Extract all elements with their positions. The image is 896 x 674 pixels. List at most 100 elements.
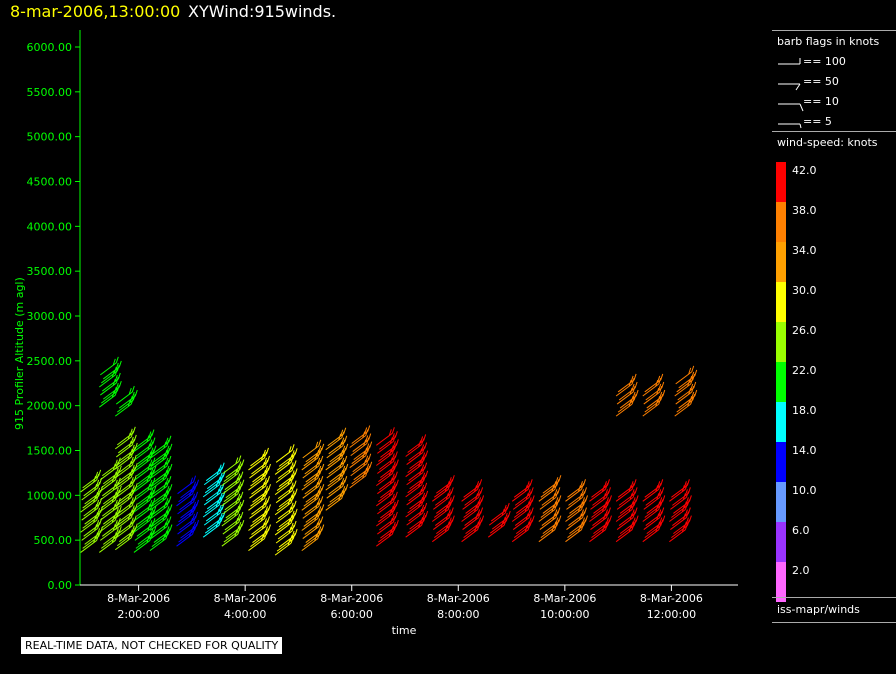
- wind-barb-flag: [241, 459, 245, 466]
- wind-barb-flag: [131, 444, 135, 452]
- wind-barb-flag: [264, 478, 267, 485]
- wind-barb-flag: [368, 433, 372, 440]
- wind-barb-flag: [686, 479, 690, 486]
- wind-barb-flag: [634, 381, 638, 389]
- wind-barb-flag: [580, 481, 583, 488]
- wind-barb-flag: [218, 464, 222, 471]
- wind-barb-flag: [168, 476, 172, 483]
- wind-barb-flag: [394, 511, 398, 519]
- wind-barb-flag: [340, 429, 344, 436]
- wind-barb-column: [669, 479, 692, 543]
- wind-barb-flag: [660, 479, 664, 486]
- wind-barb-flag: [605, 517, 609, 524]
- wind-barb-staff: [565, 529, 582, 543]
- wind-barb-flag: [195, 511, 199, 519]
- x-tick-time: 10:00:00: [540, 608, 589, 621]
- wind-barb-staff: [487, 524, 505, 538]
- color-scale-label: 18.0: [792, 404, 817, 417]
- wind-barb-flag: [585, 515, 588, 522]
- wind-barb-flag: [425, 450, 429, 457]
- wind-barb-flag: [134, 442, 138, 450]
- wind-barb-flag: [606, 479, 610, 486]
- wind-barb-column: [565, 479, 588, 543]
- color-swatch: [776, 242, 786, 282]
- wind-barb-staff: [202, 524, 220, 538]
- wind-barb-staff: [511, 529, 529, 543]
- wind-barb-flag: [118, 465, 122, 473]
- wind-barb-flag: [421, 464, 425, 471]
- wind-barb-flag: [424, 482, 428, 490]
- wind-barb-flag: [422, 512, 426, 520]
- wind-barb-flag: [341, 457, 345, 465]
- wind-barb-flag: [192, 513, 196, 521]
- wind-barb-flag: [530, 487, 534, 494]
- wind-barb-flag: [424, 442, 428, 449]
- x-tick-time: 8:00:00: [437, 608, 479, 621]
- wind-barb-flag: [603, 481, 607, 488]
- wind-barb-flag: [219, 512, 223, 520]
- wind-barb-flag: [425, 490, 429, 498]
- wind-barb-flag: [293, 500, 297, 507]
- wind-barb-staff: [99, 540, 116, 553]
- wind-barb-flag: [581, 489, 584, 496]
- wind-barb-flag: [291, 510, 295, 518]
- wind-barb-flag: [365, 455, 369, 462]
- wind-barb-flag: [321, 443, 325, 451]
- wind-barb-staff: [99, 394, 116, 408]
- wind-barb-flag: [288, 446, 292, 453]
- color-scale-label: 14.0: [792, 444, 817, 457]
- wind-barb-flag: [632, 517, 636, 524]
- wind-barb-flag: [631, 509, 635, 516]
- wind-barb-flag: [114, 520, 118, 527]
- y-tick-label: 3000.00: [27, 310, 73, 323]
- wind-barb-flag: [635, 495, 639, 502]
- wind-barb-staff: [674, 403, 692, 417]
- wind-barb-flag: [687, 507, 691, 514]
- wind-barb-flag: [221, 462, 225, 469]
- wind-barb-flag: [342, 465, 346, 473]
- wind-barb-flag: [604, 489, 608, 496]
- y-tick-label: 3500.00: [27, 265, 73, 278]
- wind-barb-flag: [528, 497, 532, 504]
- wind-barb-column: [301, 439, 325, 552]
- wind-barb-staff: [114, 537, 132, 551]
- wind-barb-flag: [344, 455, 348, 463]
- wind-barb-flag: [344, 476, 348, 483]
- wind-barb-flag: [265, 486, 268, 493]
- wind-barb-column: [80, 469, 104, 553]
- wind-barb-flag: [688, 495, 692, 502]
- wind-barb-flag: [685, 497, 689, 504]
- wind-barb-flag: [528, 517, 532, 524]
- barb-legend-symbols: [778, 58, 804, 129]
- wind-barb-flag: [366, 463, 370, 470]
- wind-barb-flag: [630, 481, 634, 488]
- wind-barb-flag: [632, 497, 636, 504]
- legend-divider: [772, 622, 896, 623]
- wind-barb-column: [674, 365, 698, 417]
- wind-barb-flag: [195, 491, 199, 499]
- wind-barb-flag: [293, 460, 297, 467]
- wind-barb-flag: [152, 518, 156, 525]
- wind-barb-flag: [366, 443, 370, 450]
- wind-barb-flag: [557, 507, 561, 514]
- wind-barb-column: [538, 475, 562, 543]
- wind-barb-flag: [293, 520, 297, 528]
- wind-barb-flag: [633, 479, 637, 486]
- wind-barb-flag: [268, 484, 271, 491]
- wind-barb-flag: [134, 389, 138, 397]
- wind-barb-flag: [394, 491, 398, 499]
- y-tick-label: 5500.00: [27, 86, 73, 99]
- wind-barb-flag: [480, 507, 484, 514]
- y-tick-label: 500.00: [34, 534, 73, 547]
- wind-barb-flag: [691, 371, 695, 379]
- wind-barb-flag: [291, 450, 295, 457]
- wind-barb-flag: [267, 455, 270, 463]
- wind-barb-flag: [266, 447, 269, 455]
- wind-barb-flag: [196, 519, 200, 527]
- wind-barb-flag: [448, 477, 452, 484]
- wind-barb-staff: [325, 497, 343, 511]
- wind-barb-flag: [96, 479, 100, 487]
- wind-barb-flag: [555, 497, 559, 504]
- wind-barb-flag: [633, 373, 637, 381]
- wind-barb-flag: [134, 463, 138, 470]
